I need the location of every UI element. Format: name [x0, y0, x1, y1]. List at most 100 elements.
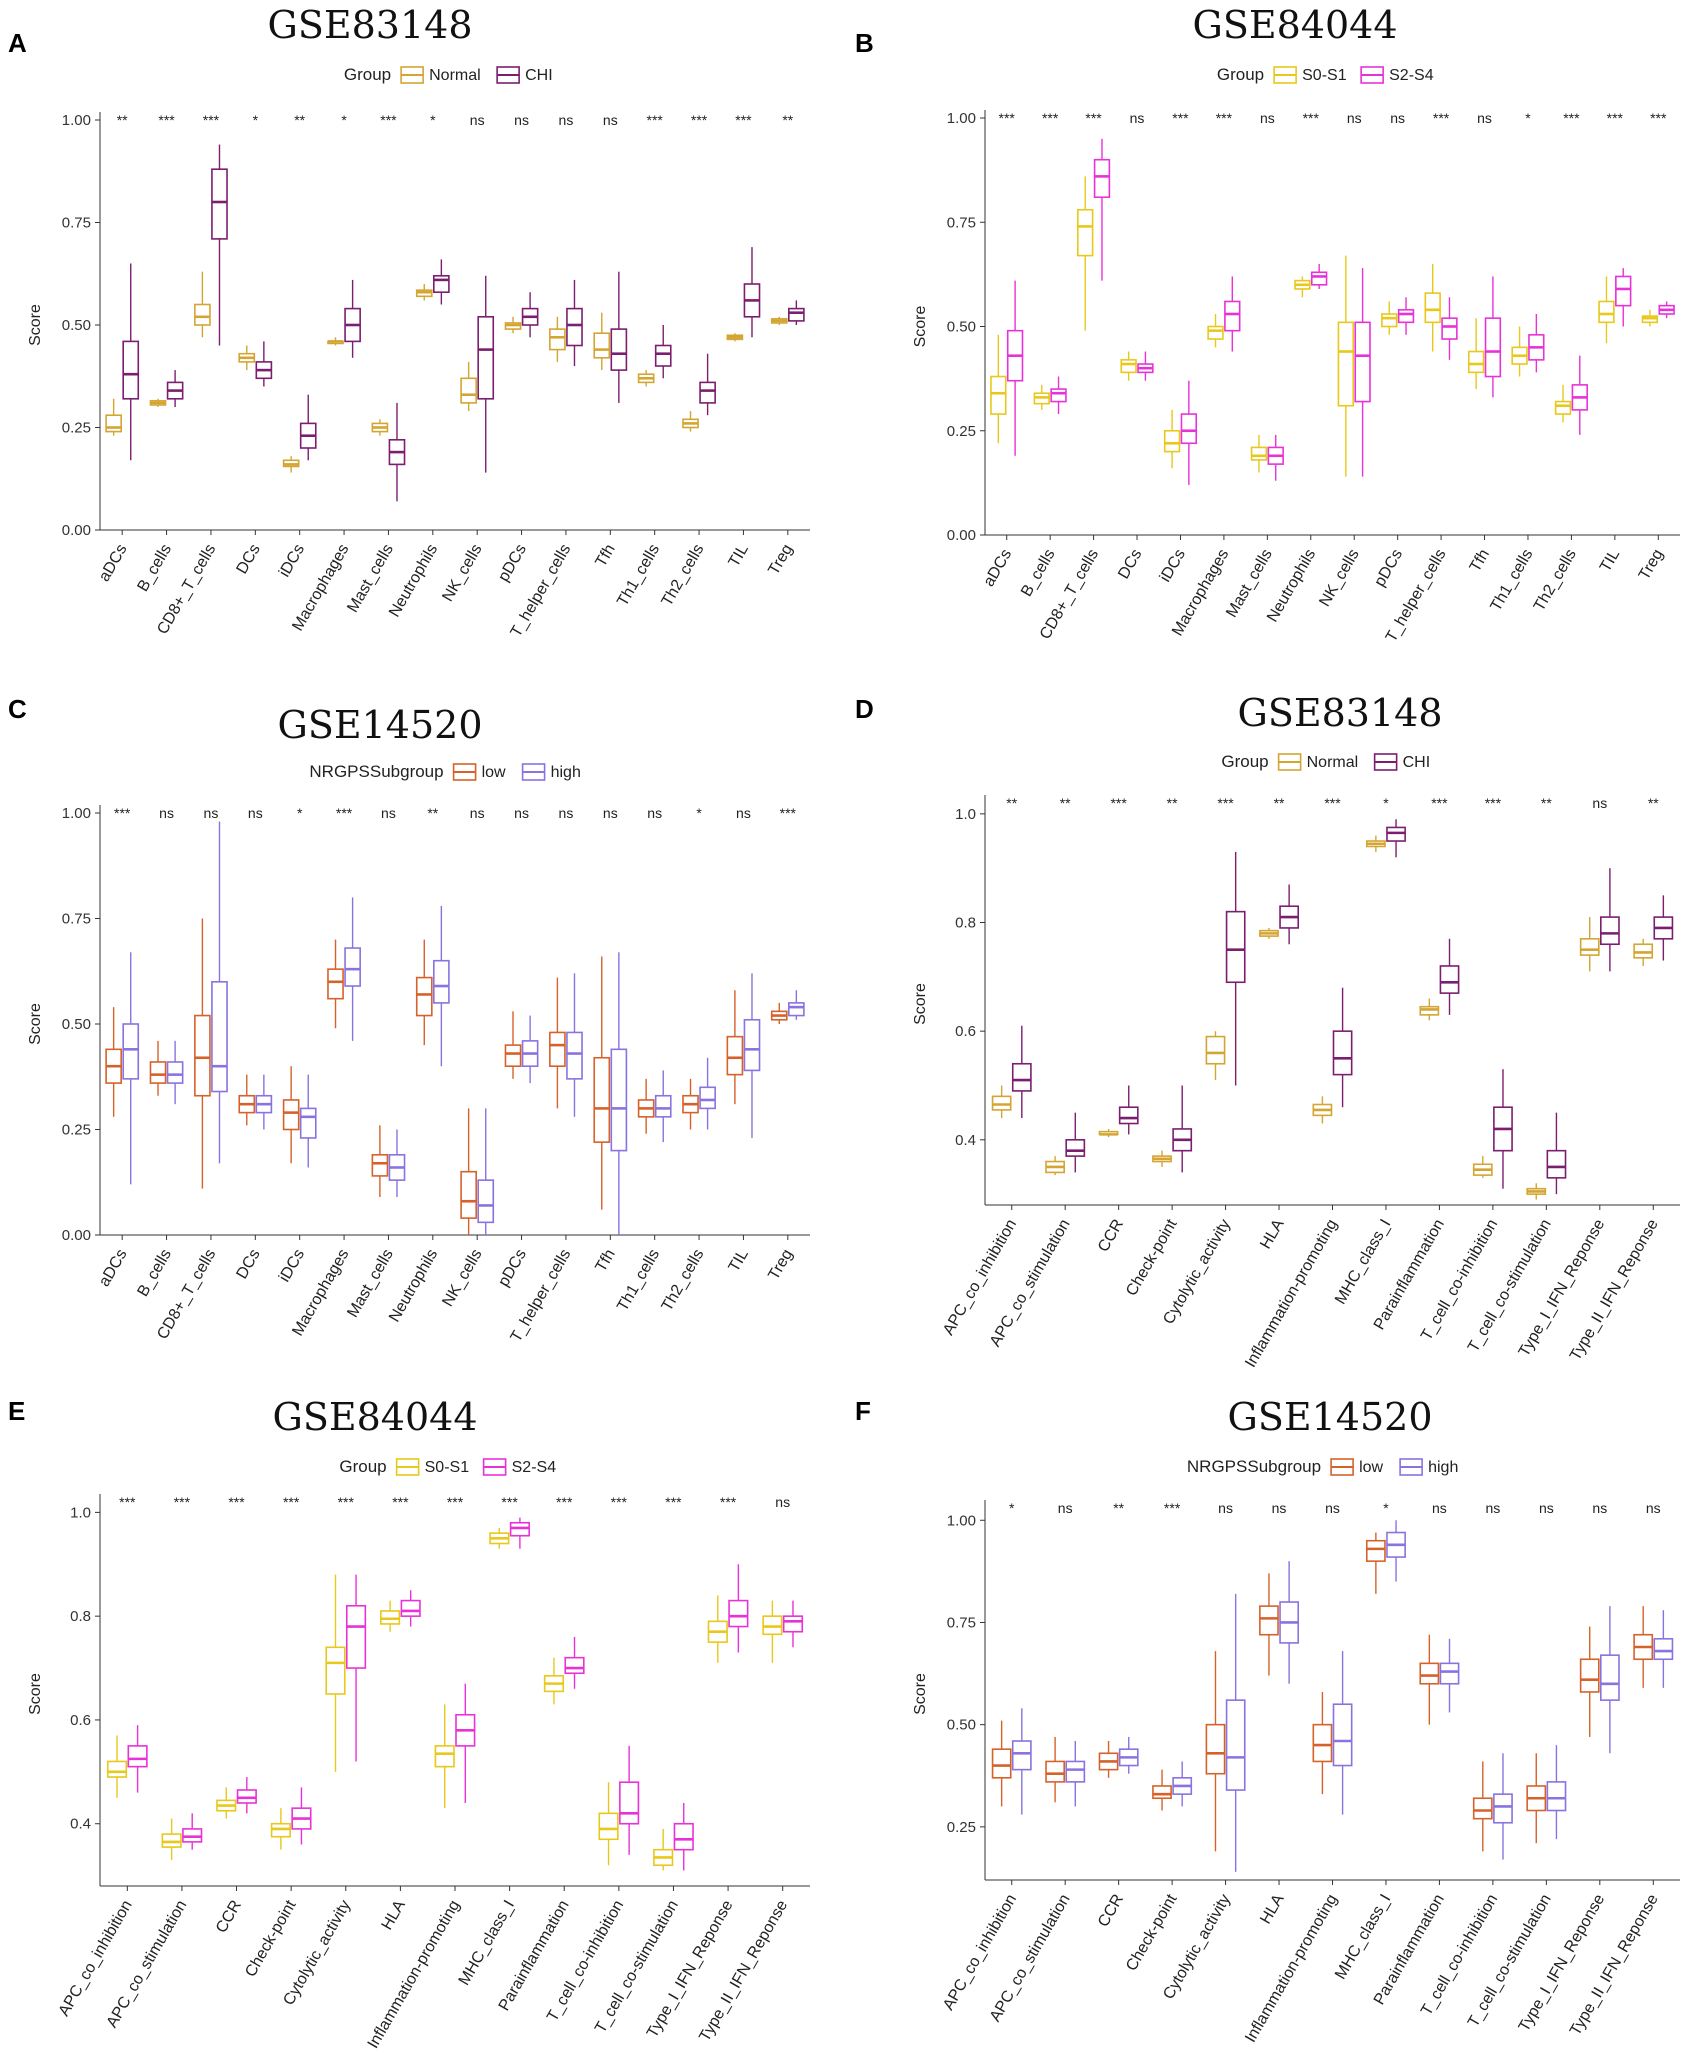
box-s2-s4 [1051, 377, 1066, 415]
box-chi [700, 354, 715, 416]
y-tick-label: 0.00 [947, 527, 976, 544]
box-body [594, 1058, 609, 1142]
significance-label: * [1383, 1500, 1389, 1516]
box-s2-s4 [784, 1601, 803, 1648]
box-s2-s4 [1138, 352, 1153, 381]
x-tick-label: Check-point [1123, 1891, 1181, 1974]
panel-title: GSE83148 [1237, 691, 1442, 735]
box-s2-s4 [1312, 264, 1327, 289]
legend: NRGPSSubgroup low high [309, 762, 580, 781]
significance-label: *** [1324, 795, 1341, 811]
box-high [1334, 1651, 1352, 1815]
significance-label: *** [1607, 110, 1624, 126]
box-high [1280, 1561, 1298, 1684]
legend-title: NRGPSSubgroup [309, 762, 443, 781]
box-s2-s4 [347, 1575, 366, 1762]
box-chi [1440, 939, 1458, 1015]
box-body [326, 1647, 345, 1694]
significance-label: ns [1485, 1500, 1500, 1516]
box-body [993, 1749, 1011, 1778]
box-body [505, 1045, 520, 1066]
box-body [1634, 944, 1652, 958]
box-chi [212, 145, 227, 346]
box-chi [611, 272, 626, 403]
box-low [1046, 1737, 1064, 1802]
x-tick-label: TIL [1597, 546, 1623, 575]
box-low [1153, 1770, 1171, 1811]
significance-label: ns [736, 805, 751, 821]
box-body [611, 1049, 626, 1150]
box-s2-s4 [1572, 356, 1587, 435]
box-chi [389, 403, 404, 501]
box-normal [284, 456, 299, 472]
box-s0-s1 [991, 335, 1006, 443]
x-tick-label: Check-point [242, 1897, 300, 1980]
box-normal [683, 411, 698, 432]
box-body [1252, 447, 1267, 460]
box-low [1634, 1606, 1652, 1688]
y-tick-label: 0.8 [70, 1608, 91, 1625]
box-s2-s4 [456, 1684, 475, 1803]
box-s2-s4 [292, 1787, 311, 1844]
box-high [567, 973, 582, 1116]
box-chi [744, 247, 759, 337]
legend-label: S2-S4 [1389, 67, 1434, 84]
box-s0-s1 [1338, 256, 1353, 477]
box-body [1601, 917, 1619, 944]
y-tick-label: 0.25 [947, 423, 976, 440]
box-s0-s1 [490, 1528, 509, 1549]
x-tick-label: CCR [213, 1898, 245, 1937]
box-body [284, 1100, 299, 1130]
box-normal [417, 284, 432, 300]
significance-label: *** [1431, 795, 1448, 811]
significance-label: *** [720, 1494, 737, 1510]
box-body [1260, 1606, 1278, 1635]
significance-label: ** [1006, 795, 1017, 811]
box-low [1581, 1627, 1599, 1737]
significance-label: * [341, 112, 347, 128]
box-body [565, 1658, 584, 1674]
significance-label: *** [283, 1494, 300, 1510]
box-chi [789, 300, 804, 325]
box-s0-s1 [217, 1787, 236, 1818]
box-normal [639, 370, 654, 386]
box-body [123, 341, 138, 398]
significance-label: ns [1539, 1500, 1554, 1516]
significance-label: ** [782, 112, 793, 128]
y-tick-label: 1.00 [62, 112, 91, 129]
significance-label: *** [114, 805, 131, 821]
box-body [1334, 1704, 1352, 1765]
y-tick-label: 1.00 [62, 805, 91, 822]
box-body [345, 948, 360, 986]
box-body [1469, 352, 1484, 373]
box-normal [1260, 928, 1278, 939]
panel-letter: A [8, 28, 27, 58]
box-body [328, 969, 343, 999]
box-s2-s4 [565, 1637, 584, 1689]
figure: A GSE83148Group Normal CHI0.000.250.500.751… [0, 0, 1685, 2053]
box-body [417, 978, 432, 1016]
box-s2-s4 [1095, 139, 1110, 281]
significance-label: ns [204, 805, 219, 821]
box-s2-s4 [1008, 281, 1023, 456]
y-tick-label: 0.25 [62, 1122, 91, 1139]
box-s2-s4 [1442, 297, 1457, 360]
x-tick-label: iDCs [1157, 547, 1189, 586]
box-normal [505, 317, 520, 333]
box-body [1338, 322, 1353, 405]
box-s2-s4 [1659, 301, 1674, 318]
box-normal [1313, 1096, 1331, 1123]
box-body [128, 1746, 147, 1767]
box-body [168, 1062, 183, 1083]
significance-label: *** [174, 1494, 191, 1510]
significance-label: ** [294, 112, 305, 128]
box-low [239, 1075, 254, 1126]
x-tick-label: CCR [1095, 1217, 1127, 1256]
box-normal [1099, 1129, 1117, 1137]
box-s2-s4 [401, 1590, 420, 1626]
x-tick-label: Th2_cells [659, 542, 708, 610]
box-body [1066, 1761, 1084, 1781]
significance-label: ns [470, 805, 485, 821]
x-tick-label: aDCs [96, 1247, 131, 1290]
significance-label: ns [1218, 1500, 1233, 1516]
